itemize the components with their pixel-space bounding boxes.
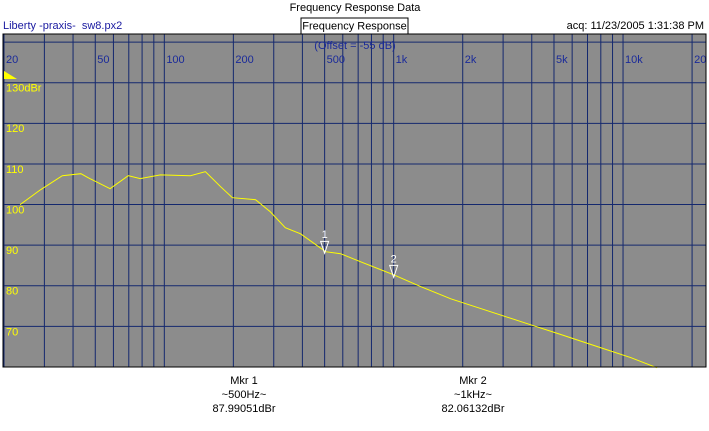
offset-annotation: (Offset = -55 dB) — [314, 40, 395, 52]
acquisition-label: acq: 11/23/2005 1:31:38 PM — [567, 20, 704, 32]
x-tick-label: 500 — [327, 54, 345, 66]
x-tick-label: 2k — [465, 54, 477, 66]
marker-x-label: ~500Hz~ — [222, 389, 267, 401]
plot-border — [2, 33, 707, 368]
marker-id: 2 — [391, 253, 397, 265]
file-label: Liberty -praxis- sw8.px2 — [3, 20, 122, 32]
y-tick-label: 70 — [6, 326, 18, 338]
marker-triangle — [388, 264, 399, 279]
x-tick-label: 100 — [166, 54, 184, 66]
y-tick-label: 90 — [6, 245, 18, 257]
x-tick-label: 200 — [235, 54, 253, 66]
marker-value-label: 82.06132dBr — [442, 403, 505, 415]
y-tick-label: 110 — [6, 164, 24, 176]
y-tick-label: 100 — [6, 204, 24, 216]
y-tick-label: 130dBr — [6, 83, 42, 95]
tick-labels: 20 50 100 200 500 1k 2k 5k 10k 20 70 80 90 100 110 120 1… — [6, 54, 706, 338]
x-tick-label: 50 — [97, 54, 109, 66]
view-label: Frequency Response — [302, 20, 407, 32]
chart-title: Frequency Response Data — [290, 2, 422, 14]
marker-value-label: 87.99051dBr — [213, 403, 276, 415]
marker-x-label: ~1kHz~ — [454, 389, 492, 401]
marker-id: 1 — [322, 229, 328, 241]
x-tick-label: 10k — [625, 54, 643, 66]
grid — [3, 34, 706, 367]
plot: 12 — [19, 171, 658, 369]
plot-area — [2, 33, 707, 368]
y-tick-label: 80 — [6, 286, 18, 298]
x-tick-label: 20 — [694, 54, 706, 66]
marker-name: Mkr 1 — [230, 375, 258, 387]
y-tick-label: 120 — [6, 123, 24, 135]
reference-marker — [4, 71, 17, 79]
response-curve — [19, 171, 658, 369]
x-tick-label: 1k — [396, 54, 408, 66]
x-tick-label: 20 — [6, 54, 18, 66]
marker-triangle — [319, 240, 330, 255]
x-tick-label: 5k — [556, 54, 568, 66]
marker-name: Mkr 2 — [459, 375, 487, 387]
